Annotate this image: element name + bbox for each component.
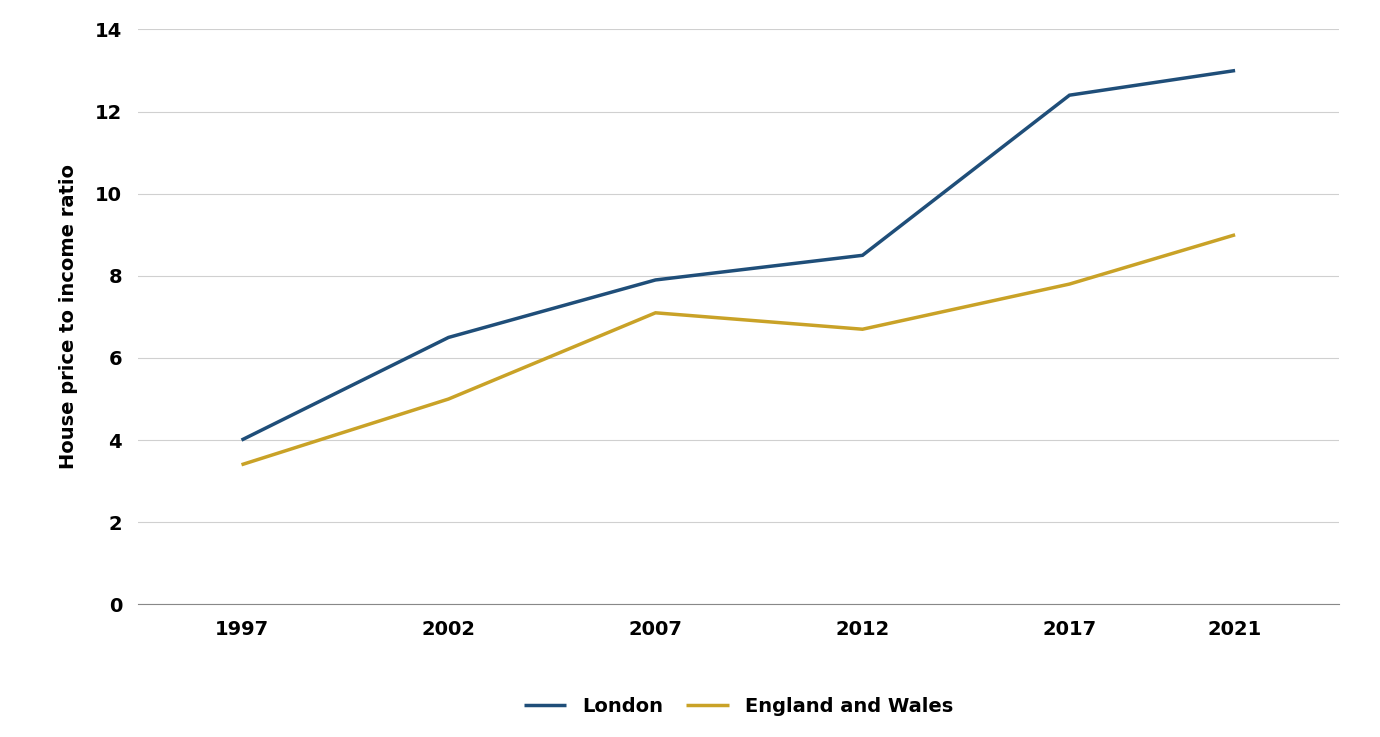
London [854, 251, 871, 259]
London [440, 333, 457, 342]
England and Wales [440, 394, 457, 403]
England and Wales [233, 461, 250, 469]
Line: London: London [241, 71, 1235, 440]
London [233, 436, 250, 444]
England and Wales [1227, 231, 1243, 240]
London [1227, 66, 1243, 75]
London [647, 276, 664, 284]
England and Wales [1061, 279, 1078, 288]
Legend: London, England and Wales: London, England and Wales [516, 689, 960, 723]
London [1061, 91, 1078, 99]
Line: England and Wales: England and Wales [241, 235, 1235, 465]
England and Wales [647, 308, 664, 317]
Y-axis label: House price to income ratio: House price to income ratio [59, 164, 79, 469]
England and Wales [854, 325, 871, 334]
